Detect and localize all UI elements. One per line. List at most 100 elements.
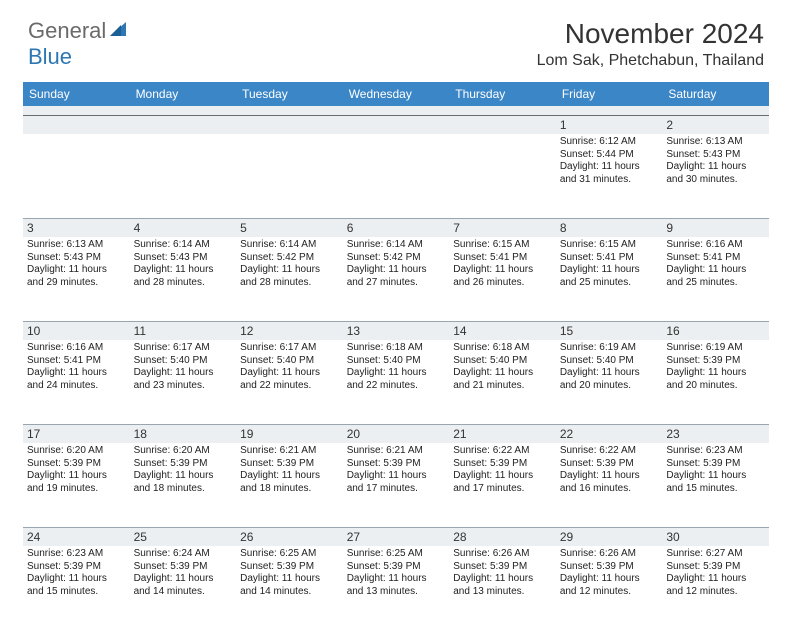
sunrise-value: Sunrise: 6:16 AM: [666, 239, 765, 252]
day-cell: Sunrise: 6:27 AMSunset: 5:39 PMDaylight:…: [662, 546, 769, 630]
sunrise-value: Sunrise: 6:16 AM: [27, 342, 126, 355]
spacer-row: [23, 106, 769, 116]
daylight-value: Daylight: 11 hours and 23 minutes.: [134, 367, 233, 392]
day-number: 30: [662, 528, 769, 546]
daylight-value: Daylight: 11 hours and 12 minutes.: [666, 573, 765, 598]
sunset-value: Sunset: 5:39 PM: [134, 561, 233, 574]
logo-text: General Blue: [28, 18, 128, 70]
day-cell: Sunrise: 6:20 AMSunset: 5:39 PMDaylight:…: [130, 443, 237, 527]
col-header: Friday: [556, 82, 663, 106]
sunset-value: Sunset: 5:40 PM: [347, 355, 446, 368]
daylight-value: Daylight: 11 hours and 28 minutes.: [240, 264, 339, 289]
day-cell: Sunrise: 6:16 AMSunset: 5:41 PMDaylight:…: [662, 237, 769, 321]
col-header: Wednesday: [343, 82, 450, 106]
day-number: 15: [556, 322, 663, 340]
sunset-value: Sunset: 5:39 PM: [666, 561, 765, 574]
sunset-value: Sunset: 5:40 PM: [134, 355, 233, 368]
daylight-value: Daylight: 11 hours and 26 minutes.: [453, 264, 552, 289]
sunset-value: Sunset: 5:42 PM: [240, 252, 339, 265]
daylight-value: Daylight: 11 hours and 17 minutes.: [453, 470, 552, 495]
sunset-value: Sunset: 5:41 PM: [453, 252, 552, 265]
sunrise-value: Sunrise: 6:12 AM: [560, 136, 659, 149]
daylight-value: Daylight: 11 hours and 14 minutes.: [240, 573, 339, 598]
sunrise-value: Sunrise: 6:13 AM: [27, 239, 126, 252]
day-number: [343, 116, 450, 134]
sunrise-value: Sunrise: 6:14 AM: [347, 239, 446, 252]
daylight-value: Daylight: 11 hours and 20 minutes.: [666, 367, 765, 392]
day-number: 24: [23, 528, 130, 546]
daynum-row: 12: [23, 116, 769, 134]
day-number: 12: [236, 322, 343, 340]
col-header: Tuesday: [236, 82, 343, 106]
sunrise-value: Sunrise: 6:18 AM: [347, 342, 446, 355]
sunrise-value: Sunrise: 6:21 AM: [347, 445, 446, 458]
day-cell: Sunrise: 6:12 AMSunset: 5:44 PMDaylight:…: [556, 134, 663, 218]
sunset-value: Sunset: 5:41 PM: [27, 355, 126, 368]
daylight-value: Daylight: 11 hours and 22 minutes.: [240, 367, 339, 392]
header: General Blue November 2024 Lom Sak, Phet…: [0, 0, 792, 76]
day-cell: Sunrise: 6:17 AMSunset: 5:40 PMDaylight:…: [236, 340, 343, 424]
daylight-value: Daylight: 11 hours and 31 minutes.: [560, 161, 659, 186]
day-cell: Sunrise: 6:16 AMSunset: 5:41 PMDaylight:…: [23, 340, 130, 424]
daylight-value: Daylight: 11 hours and 20 minutes.: [560, 367, 659, 392]
daylight-value: Daylight: 11 hours and 29 minutes.: [27, 264, 126, 289]
day-cell: Sunrise: 6:15 AMSunset: 5:41 PMDaylight:…: [556, 237, 663, 321]
day-number: 19: [236, 425, 343, 443]
day-cell: Sunrise: 6:24 AMSunset: 5:39 PMDaylight:…: [130, 546, 237, 630]
day-number: 8: [556, 219, 663, 237]
weeks-container: 12Sunrise: 6:12 AMSunset: 5:44 PMDayligh…: [23, 116, 769, 630]
sunrise-value: Sunrise: 6:23 AM: [666, 445, 765, 458]
sunrise-value: Sunrise: 6:21 AM: [240, 445, 339, 458]
day-cell: Sunrise: 6:23 AMSunset: 5:39 PMDaylight:…: [662, 443, 769, 527]
sunset-value: Sunset: 5:40 PM: [560, 355, 659, 368]
day-number: 2: [662, 116, 769, 134]
sunset-value: Sunset: 5:39 PM: [347, 561, 446, 574]
day-cell: Sunrise: 6:23 AMSunset: 5:39 PMDaylight:…: [23, 546, 130, 630]
day-cell: Sunrise: 6:26 AMSunset: 5:39 PMDaylight:…: [556, 546, 663, 630]
sunset-value: Sunset: 5:39 PM: [240, 458, 339, 471]
week-row: Sunrise: 6:12 AMSunset: 5:44 PMDaylight:…: [23, 134, 769, 218]
sunrise-value: Sunrise: 6:13 AM: [666, 136, 765, 149]
day-number: 10: [23, 322, 130, 340]
daylight-value: Daylight: 11 hours and 15 minutes.: [666, 470, 765, 495]
daylight-value: Daylight: 11 hours and 16 minutes.: [560, 470, 659, 495]
day-number: 26: [236, 528, 343, 546]
daylight-value: Daylight: 11 hours and 14 minutes.: [134, 573, 233, 598]
col-header: Sunday: [23, 82, 130, 106]
daylight-value: Daylight: 11 hours and 25 minutes.: [666, 264, 765, 289]
day-number: [23, 116, 130, 134]
daynum-row: 10111213141516: [23, 321, 769, 340]
day-cell: Sunrise: 6:15 AMSunset: 5:41 PMDaylight:…: [449, 237, 556, 321]
sunrise-value: Sunrise: 6:17 AM: [134, 342, 233, 355]
sunrise-value: Sunrise: 6:15 AM: [453, 239, 552, 252]
sunrise-value: Sunrise: 6:23 AM: [27, 548, 126, 561]
day-number: 5: [236, 219, 343, 237]
day-number: 23: [662, 425, 769, 443]
daylight-value: Daylight: 11 hours and 28 minutes.: [134, 264, 233, 289]
day-number: 21: [449, 425, 556, 443]
daynum-row: 3456789: [23, 218, 769, 237]
col-header: Monday: [130, 82, 237, 106]
daylight-value: Daylight: 11 hours and 19 minutes.: [27, 470, 126, 495]
sunset-value: Sunset: 5:39 PM: [453, 561, 552, 574]
sunrise-value: Sunrise: 6:20 AM: [27, 445, 126, 458]
day-cell: Sunrise: 6:18 AMSunset: 5:40 PMDaylight:…: [343, 340, 450, 424]
sunrise-value: Sunrise: 6:25 AM: [347, 548, 446, 561]
sunset-value: Sunset: 5:39 PM: [27, 458, 126, 471]
calendar: Sunday Monday Tuesday Wednesday Thursday…: [23, 82, 769, 630]
day-cell: Sunrise: 6:18 AMSunset: 5:40 PMDaylight:…: [449, 340, 556, 424]
daylight-value: Daylight: 11 hours and 22 minutes.: [347, 367, 446, 392]
week-row: Sunrise: 6:16 AMSunset: 5:41 PM Daylight:…: [23, 340, 769, 424]
day-number: 6: [343, 219, 450, 237]
sunset-value: Sunset: 5:39 PM: [347, 458, 446, 471]
day-number: 9: [662, 219, 769, 237]
sunset-value: Sunset: 5:39 PM: [666, 458, 765, 471]
sunrise-value: Sunrise: 6:14 AM: [134, 239, 233, 252]
day-cell: Sunrise: 6:26 AMSunset: 5:39 PMDaylight:…: [449, 546, 556, 630]
sunset-value: Sunset: 5:39 PM: [134, 458, 233, 471]
logo: General Blue: [28, 18, 128, 70]
day-cell: Sunrise: 6:13 AMSunset: 5:43 PMDaylight:…: [23, 237, 130, 321]
daylight-value: Daylight: 11 hours and 13 minutes.: [453, 573, 552, 598]
title-block: November 2024 Lom Sak, Phetchabun, Thail…: [537, 18, 764, 70]
day-number: 25: [130, 528, 237, 546]
